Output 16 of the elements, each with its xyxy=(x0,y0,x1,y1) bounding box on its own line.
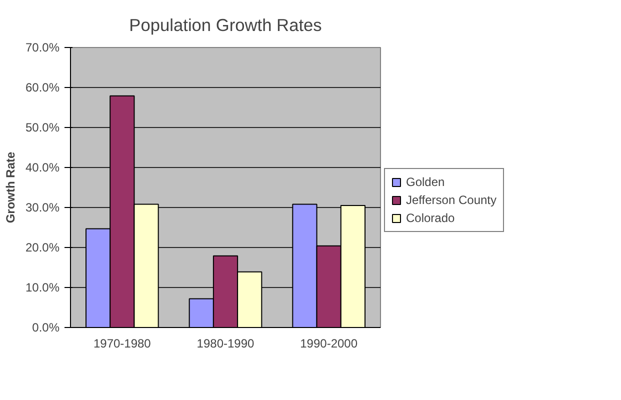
x-tick-label: 1990-2000 xyxy=(300,336,358,350)
y-axis-title: Growth Rate xyxy=(3,152,18,224)
x-tick-label: 1970-1980 xyxy=(93,336,152,350)
y-tick-label: 30.0% xyxy=(25,200,60,214)
y-tick-label: 0.0% xyxy=(32,320,60,334)
legend-label: Jefferson County xyxy=(406,193,496,207)
y-tick-label: 40.0% xyxy=(25,160,60,174)
chart-title: Population Growth Rates xyxy=(129,15,322,35)
y-tick-label: 50.0% xyxy=(25,120,60,134)
y-tick-label: 20.0% xyxy=(25,240,60,254)
y-tick-label: 10.0% xyxy=(25,280,60,294)
x-tick-label: 1980-1990 xyxy=(196,336,255,350)
legend-label: Colorado xyxy=(406,211,455,225)
y-tick-label: 70.0% xyxy=(25,40,60,54)
y-tick-label: 60.0% xyxy=(25,80,60,94)
legend-label: Golden xyxy=(406,175,445,189)
